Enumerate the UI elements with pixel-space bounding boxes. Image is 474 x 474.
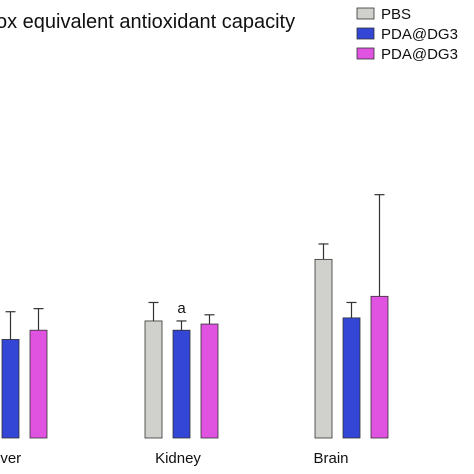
bar-pda-dg3-a-brain	[342, 317, 361, 439]
annotation-label: a	[177, 300, 186, 317]
legend-label-pda-dg3-a: PDA@DG3	[381, 26, 458, 43]
legend-label-pda-dg3-b: PDA@DG3	[381, 46, 458, 63]
bar-pda-dg3-a-liver	[1, 339, 20, 439]
category-label-liver: iver	[0, 450, 21, 467]
bar-pda-dg3-a-kidney	[172, 329, 191, 439]
bar-pbs-kidney	[144, 320, 163, 439]
bar-pda-dg3-b-brain	[370, 295, 389, 439]
bars	[1, 258, 389, 439]
legend-swatch-pda-dg3-b	[356, 47, 375, 60]
bar-pbs-brain	[314, 258, 333, 439]
category-label-brain: Brain	[313, 450, 348, 467]
bar-pda-dg3-b-liver	[29, 329, 48, 439]
annotations: a	[177, 300, 186, 317]
chart-title: ox equivalent antioxidant capacity	[0, 11, 295, 33]
error-bars	[5, 194, 385, 340]
bar-pda-dg3-b-kidney	[200, 323, 219, 439]
category-label-kidney: Kidney	[155, 450, 201, 467]
legend-swatch-pda-dg3-a	[356, 27, 375, 40]
legend: PBS PDA@DG3 PDA@DG3	[356, 6, 458, 63]
legend-label-pbs: PBS	[381, 6, 411, 23]
legend-swatch-pbs	[356, 7, 375, 20]
